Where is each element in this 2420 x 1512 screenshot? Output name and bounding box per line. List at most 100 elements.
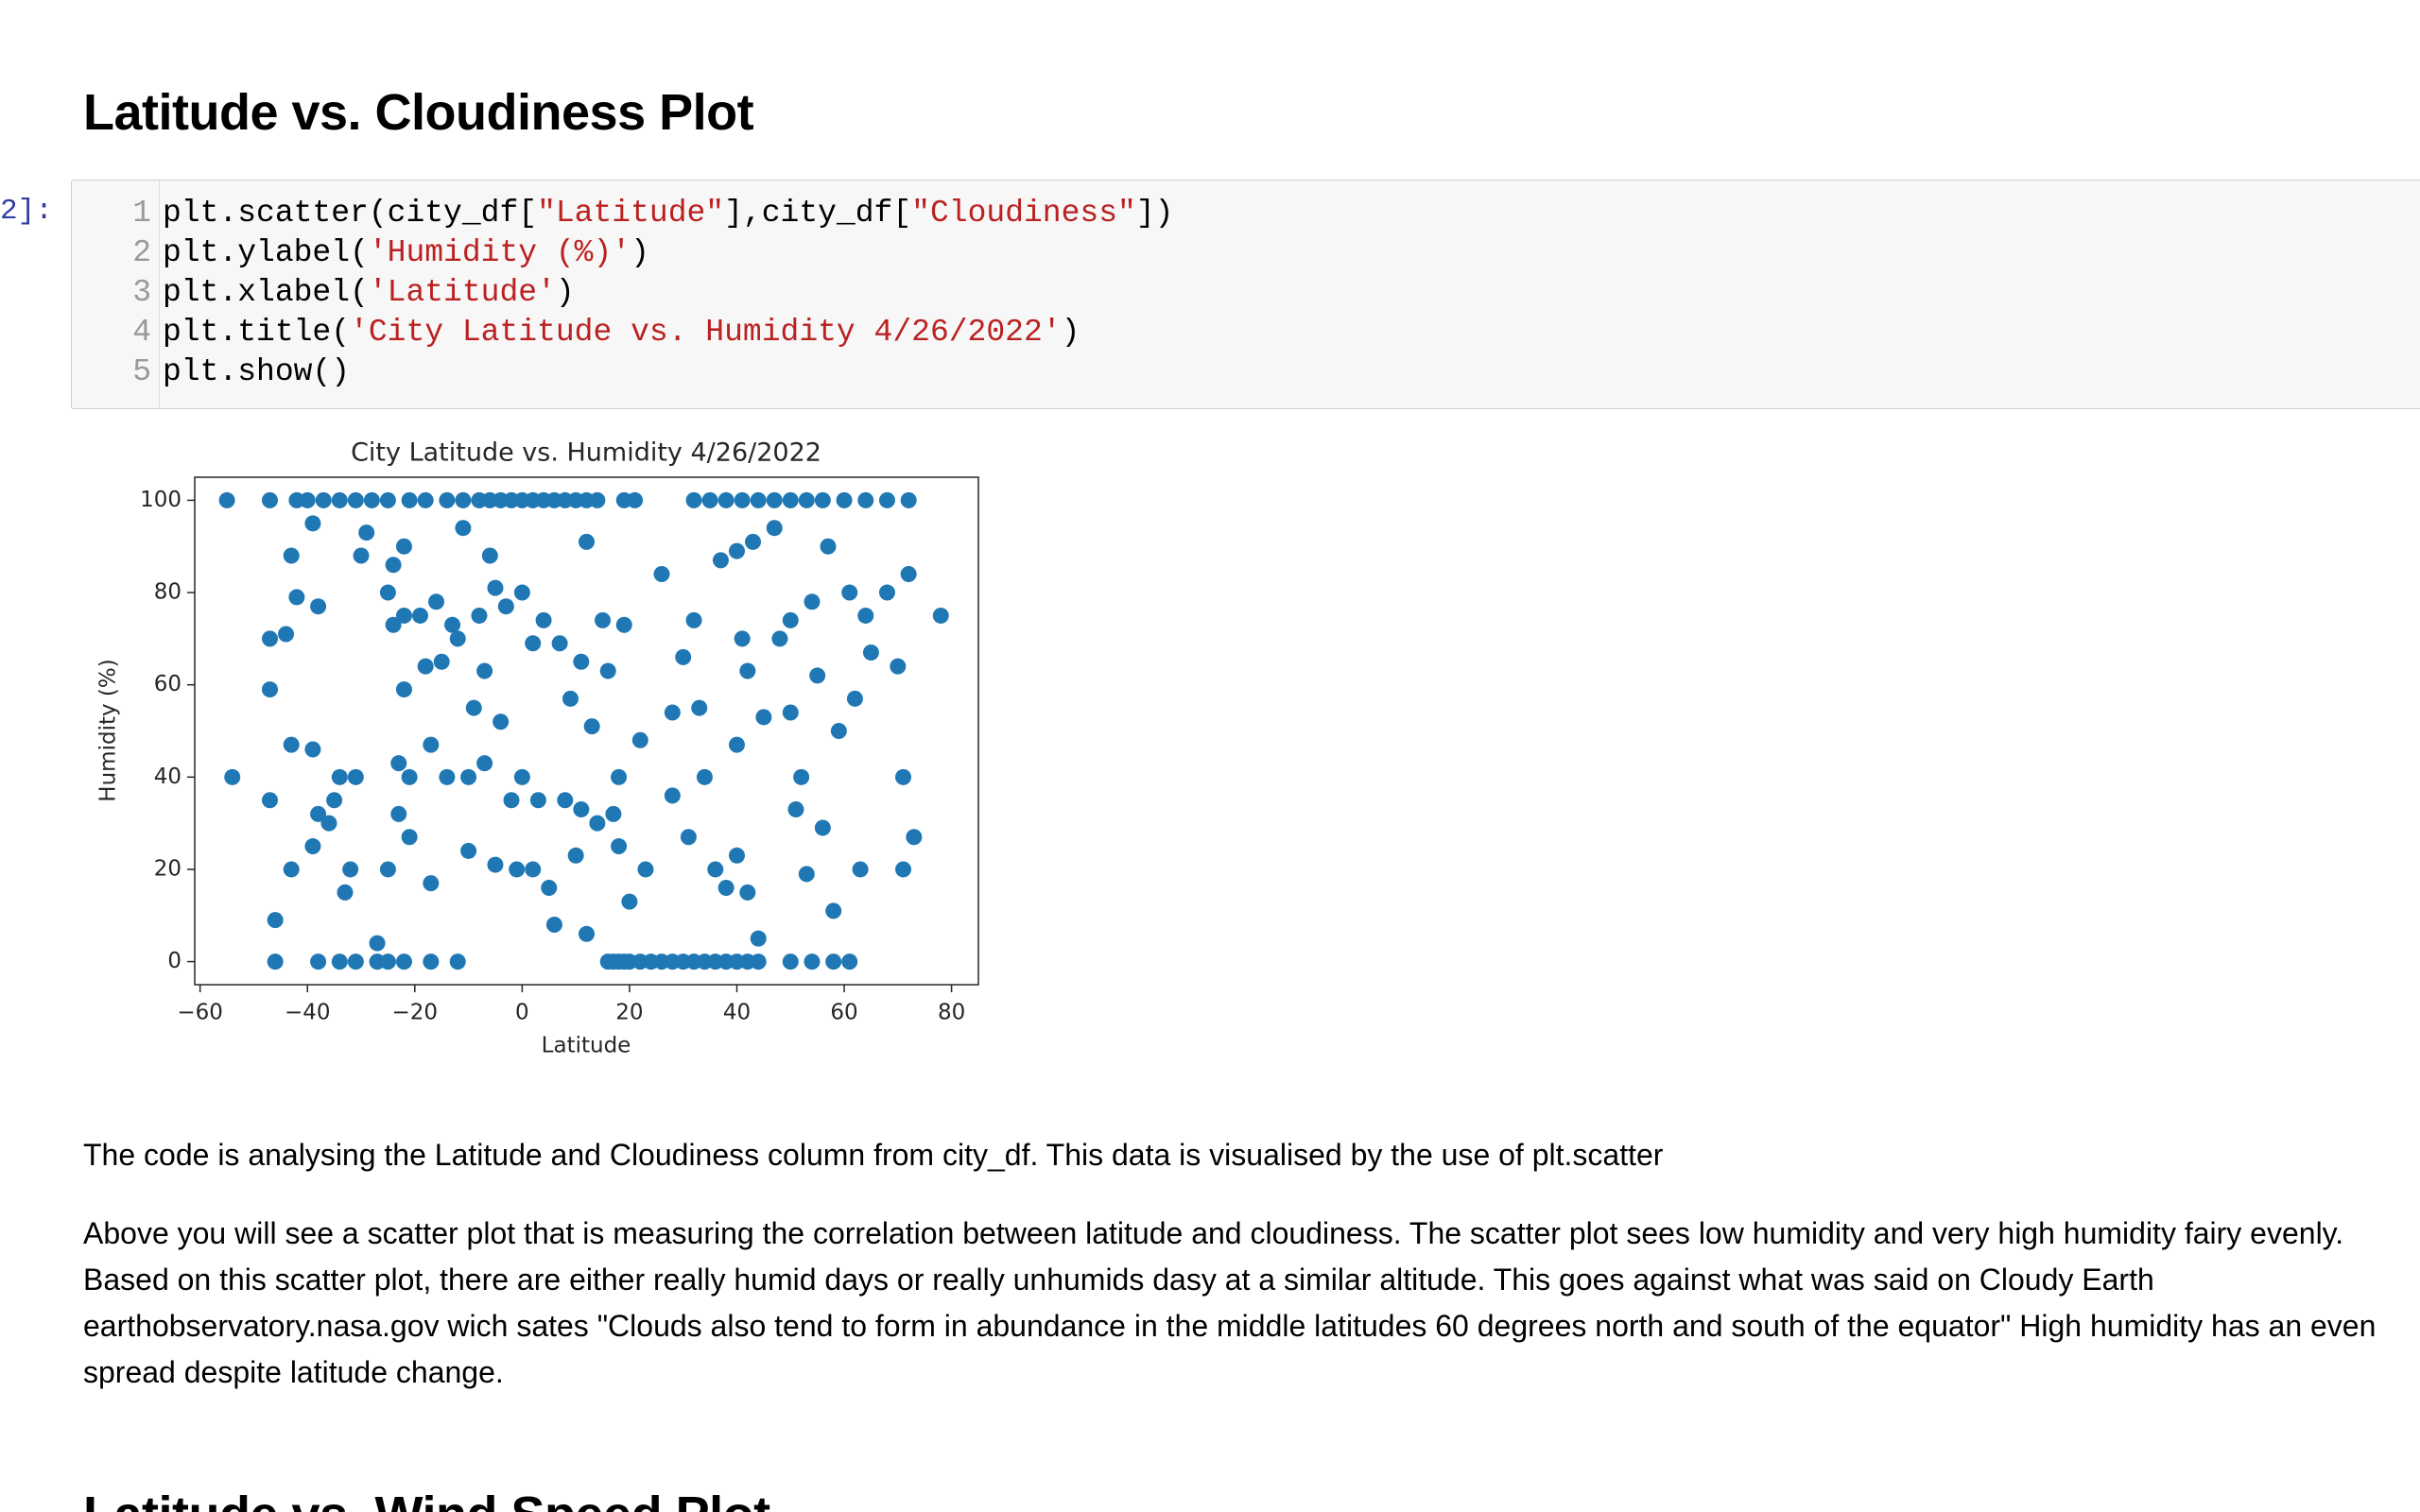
scatter-point <box>900 566 917 583</box>
scatter-point <box>315 491 332 508</box>
code-token: ) <box>1061 315 1080 350</box>
scatter-point <box>852 861 869 878</box>
scatter-point <box>798 491 815 508</box>
scatter-point <box>417 658 434 675</box>
scatter-point <box>476 662 493 679</box>
scatter-point <box>224 768 241 785</box>
code-cell[interactable]: 1 2 3 4 5 plt.scatter(city_df["Latitude"],ci… <box>71 180 2420 409</box>
paragraph: Above you will see a scatter plot that i… <box>83 1216 2377 1389</box>
scatter-point <box>331 768 348 785</box>
scatter-point <box>825 954 842 971</box>
scatter-point <box>589 815 606 832</box>
scatter-point <box>653 566 670 583</box>
scatter-point <box>664 787 681 804</box>
scatter-point <box>535 611 552 628</box>
scatter-point <box>664 704 681 721</box>
scatter-point <box>395 538 412 555</box>
scatter-point <box>793 768 810 785</box>
scatter-point <box>750 930 767 947</box>
scatter-point <box>611 768 628 785</box>
scatter-point <box>331 954 348 971</box>
scatter-point <box>782 954 799 971</box>
scatter-point <box>261 792 278 809</box>
scatter-point <box>782 704 799 721</box>
x-tick-label: −20 <box>392 1001 439 1025</box>
scatter-point <box>750 491 767 508</box>
scatter-point <box>261 681 278 698</box>
scatter-point <box>906 829 923 846</box>
scatter-point <box>395 607 412 624</box>
x-tick-label: 40 <box>723 1001 751 1025</box>
code-token: ]) <box>1135 196 1174 231</box>
paragraph: The code is analysing the Latitude and C… <box>83 1138 1664 1172</box>
code-token: plt.xlabel( <box>163 275 369 310</box>
scatter-point <box>428 593 445 610</box>
scatter-point <box>739 884 756 901</box>
code-string: "Latitude" <box>537 196 725 231</box>
scatter-point <box>326 792 343 809</box>
scatter-point <box>551 635 568 652</box>
scatter-point <box>717 879 735 896</box>
scatter-point <box>545 917 562 934</box>
scatter-point <box>310 805 327 822</box>
line-number: 4 <box>132 315 151 350</box>
scatter-point <box>347 768 364 785</box>
scatter-point <box>379 491 396 508</box>
scatter-point <box>579 533 595 550</box>
cell-prompt: 2]: <box>0 195 53 228</box>
scatter-point <box>631 731 648 748</box>
x-tick-label: 80 <box>938 1001 965 1025</box>
scatter-point <box>369 935 386 952</box>
chart: City Latitude vs. Humidity 4/26/2022 Lat… <box>96 438 979 1058</box>
scatter-point <box>449 630 466 647</box>
scatter-point <box>433 653 450 670</box>
scatter-point <box>411 607 428 624</box>
scatter-point <box>798 866 815 883</box>
gutter <box>151 180 160 408</box>
scatter-point <box>680 829 697 846</box>
x-tick-label: −40 <box>285 1001 331 1025</box>
section-heading: Latitude vs. Cloudiness Plot <box>83 84 754 141</box>
scatter-point <box>310 954 327 971</box>
scatter-point <box>304 838 321 855</box>
scatter-point <box>460 768 477 785</box>
scatter-point <box>444 616 461 633</box>
scatter-point <box>283 861 300 878</box>
scatter-point <box>358 524 375 541</box>
scatter-point <box>320 815 337 832</box>
scatter-point <box>745 533 762 550</box>
scatter-point <box>804 593 821 610</box>
scatter-point <box>529 792 546 809</box>
y-tick-label: 100 <box>140 488 182 512</box>
code-token: plt.ylabel( <box>163 235 369 270</box>
scatter-point <box>460 842 477 859</box>
scatter-point <box>579 925 595 942</box>
scatter-point <box>390 755 407 772</box>
scatter-point <box>890 658 907 675</box>
y-tick-label: 20 <box>154 856 182 881</box>
scatter-point <box>685 611 702 628</box>
scatter-point <box>814 819 831 836</box>
scatter-point <box>541 879 558 896</box>
scatter-point <box>755 709 772 726</box>
scatter-point <box>395 681 412 698</box>
scatter-point <box>390 805 407 822</box>
scatter-point <box>337 884 354 901</box>
scatter-point <box>401 829 418 846</box>
scatter-point <box>878 584 895 601</box>
scatter-point <box>471 607 488 624</box>
scatter-point <box>304 741 321 758</box>
markdown-cell: The code is analysing the Latitude and C… <box>83 1132 2409 1428</box>
scatter-point <box>637 861 654 878</box>
scatter-point <box>589 491 606 508</box>
x-axis-label: Latitude <box>542 1034 631 1058</box>
section-heading: Latitude vs. Wind Speed Plot <box>83 1486 770 1512</box>
axes-frame <box>194 476 979 986</box>
chart-title: City Latitude vs. Humidity 4/26/2022 <box>351 438 821 468</box>
x-tick-label: −60 <box>177 1001 223 1025</box>
code-string: 'City Latitude vs. Humidity 4/26/2022' <box>350 315 1062 350</box>
scatter-point <box>379 584 396 601</box>
scatter-point <box>615 616 632 633</box>
scatter-point <box>385 557 402 574</box>
scatter-point <box>487 579 504 596</box>
